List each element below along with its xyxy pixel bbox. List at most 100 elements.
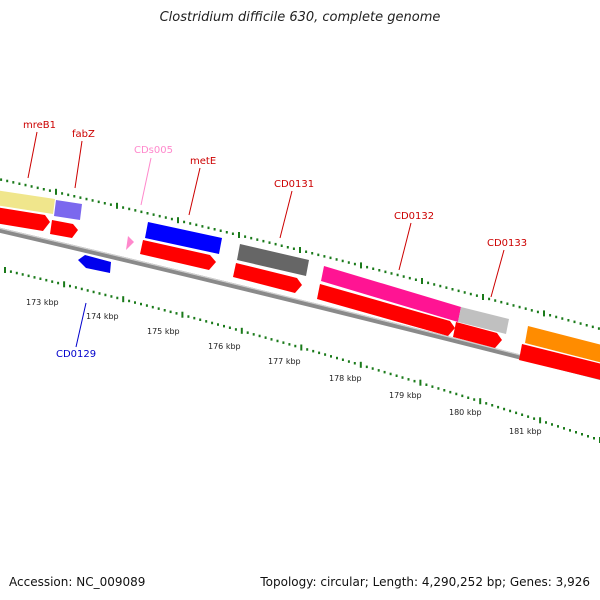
- gene-label-mreB1[interactable]: mreB1: [23, 120, 56, 131]
- minor-tick: [134, 209, 137, 212]
- cds-arrow[interactable]: [140, 240, 216, 270]
- minor-tick: [151, 305, 154, 309]
- minor-tick: [591, 325, 594, 329]
- major-tick: [240, 327, 243, 334]
- minor-tick: [494, 299, 497, 302]
- minor-tick: [521, 413, 524, 416]
- gene-label-CD0132[interactable]: CD0132: [394, 211, 434, 222]
- minor-tick: [557, 425, 559, 428]
- minor-tick: [329, 256, 332, 260]
- gene-bar-mreB1[interactable]: [0, 190, 55, 214]
- accession-label: Accession: NC_009089: [9, 575, 146, 589]
- minor-tick: [74, 286, 77, 289]
- minor-tick: [97, 200, 100, 204]
- kbp-label: 178 kbp: [329, 374, 362, 383]
- minor-tick: [353, 262, 356, 266]
- gene-bar-CD0133[interactable]: [458, 307, 509, 334]
- minor-tick: [145, 304, 148, 307]
- minor-tick: [18, 182, 21, 185]
- gene-bar-fabZ[interactable]: [54, 200, 82, 220]
- major-tick: [419, 379, 422, 386]
- gene-label-CDs005[interactable]: CDs005: [134, 145, 173, 156]
- minor-tick: [276, 339, 279, 343]
- minor-tick: [51, 280, 54, 283]
- minor-tick: [437, 387, 440, 390]
- kbp-label: 174 kbp: [86, 312, 119, 321]
- major-tick: [421, 278, 423, 284]
- minor-tick: [21, 273, 24, 276]
- cds-arrow[interactable]: [317, 284, 455, 336]
- minor-tick: [551, 423, 553, 426]
- minor-tick: [39, 277, 42, 280]
- minor-tick: [585, 324, 588, 327]
- minor-tick: [449, 390, 452, 394]
- cds-arrow[interactable]: [50, 220, 78, 238]
- minor-tick: [503, 407, 506, 411]
- minor-tick: [122, 206, 125, 209]
- cds-marker-CDs005[interactable]: [126, 236, 134, 250]
- minor-tick: [372, 267, 375, 270]
- minor-tick: [395, 374, 398, 377]
- gene-label-CD0129[interactable]: CD0129: [56, 349, 96, 360]
- cds-arrow[interactable]: [0, 207, 50, 231]
- gene-bar-metE[interactable]: [145, 222, 222, 254]
- gene-label-CD0133[interactable]: CD0133: [487, 238, 527, 249]
- gene-bar-CD0131[interactable]: [237, 244, 309, 276]
- minor-tick: [163, 309, 166, 312]
- topology-label: Topology: circular; Length: 4,290,252 bp…: [260, 575, 590, 589]
- minor-tick: [407, 378, 410, 381]
- minor-tick: [549, 314, 552, 317]
- cds-arrow[interactable]: [233, 263, 302, 293]
- minor-tick: [425, 383, 428, 386]
- minor-tick: [365, 365, 368, 369]
- minor-tick: [158, 214, 161, 218]
- minor-tick: [515, 411, 518, 415]
- minor-tick: [110, 295, 113, 298]
- minor-tick: [341, 259, 344, 263]
- minor-tick: [292, 247, 295, 250]
- minor-tick: [33, 276, 36, 279]
- minor-tick: [219, 229, 222, 232]
- minor-tick: [157, 307, 160, 310]
- gene-label-metE[interactable]: metE: [190, 156, 216, 167]
- gene-label-fabZ[interactable]: fabZ: [72, 129, 95, 140]
- minor-tick: [140, 210, 143, 214]
- minor-tick: [390, 272, 393, 275]
- minor-tick: [280, 244, 283, 247]
- gene-label-CD0131[interactable]: CD0131: [274, 179, 314, 190]
- minor-tick: [193, 316, 196, 320]
- minor-tick: [579, 322, 582, 325]
- minor-tick: [567, 319, 570, 322]
- cds-arrow[interactable]: [519, 344, 600, 382]
- minor-tick: [323, 255, 326, 258]
- gene-bar-CD0132[interactable]: [321, 266, 461, 322]
- minor-tick: [246, 331, 249, 334]
- minor-tick: [353, 362, 356, 365]
- gene-bar-CD0129[interactable]: [78, 255, 111, 273]
- minor-tick: [42, 188, 45, 191]
- kbp-label: 180 kbp: [449, 408, 482, 417]
- minor-tick: [91, 199, 94, 202]
- kbp-label: 179 kbp: [389, 391, 422, 400]
- minor-tick: [128, 299, 131, 303]
- minor-tick: [445, 286, 448, 289]
- gene-bar-orange[interactable]: [525, 326, 600, 364]
- minor-tick: [9, 270, 12, 273]
- minor-tick: [311, 252, 314, 255]
- minor-tick: [183, 220, 186, 224]
- major-tick: [482, 294, 484, 300]
- cds-arrow[interactable]: [453, 322, 502, 348]
- cds-track: [0, 207, 600, 382]
- minor-tick: [475, 294, 478, 297]
- minor-tick: [73, 195, 76, 198]
- minor-tick: [569, 429, 571, 432]
- minor-tick: [414, 278, 417, 281]
- major-tick: [55, 188, 57, 195]
- minor-tick: [199, 318, 202, 321]
- minor-tick: [104, 293, 107, 297]
- minor-tick: [69, 284, 71, 288]
- major-tick: [116, 202, 118, 209]
- minor-tick: [318, 351, 321, 355]
- minor-tick: [366, 265, 369, 269]
- kbp-label: 173 kbp: [26, 298, 59, 307]
